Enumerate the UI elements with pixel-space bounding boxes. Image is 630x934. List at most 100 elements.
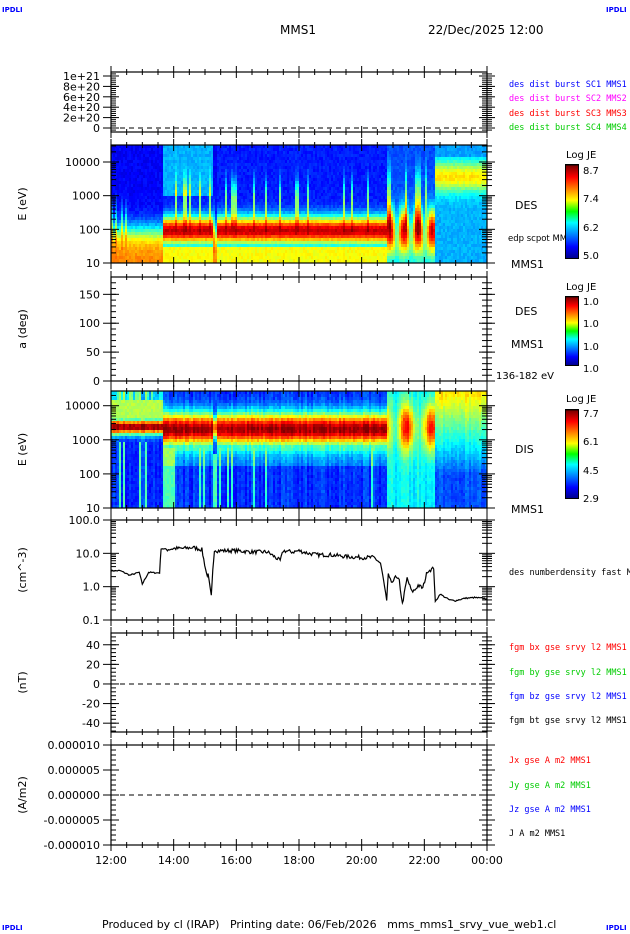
dis-colorbar-label: 6.1 (583, 437, 599, 448)
panel-frame (110, 71, 488, 133)
panel-density: 100.0 10.0 1.0 0.1 (cm^-3) des numberdensity … (16, 514, 630, 627)
footer-credits: Produced by cl (IRAP) Printing date: 06/… (102, 918, 557, 931)
y-tick-label: 0 (93, 678, 100, 691)
y-tick-label: 40 (86, 639, 100, 652)
pitch-colorbar-title: Log JE (566, 282, 597, 293)
y-tick-label: 20 (86, 658, 100, 671)
legend-label: Jx gse A m2 MMS1 (509, 756, 591, 766)
y-axis-label: E (eV) (16, 187, 29, 220)
y-tick-label: 0.000005 (48, 764, 101, 777)
legend-label: des dist burst SC3 MMS3 (509, 109, 627, 119)
y-tick-label: 6e+20 (63, 91, 100, 104)
y-tick-label: 10000 (65, 400, 100, 413)
spacecraft-label: MMS1 (511, 503, 544, 516)
des-colorbar-label: 8.7 (583, 166, 599, 177)
y-tick-label: 1000 (72, 434, 100, 447)
panel-pitch: 150 100 50 0 a (deg) DES MMS1 136-182 eV (16, 271, 554, 388)
y-tick-label: 100.0 (69, 514, 101, 527)
legend-label: fgm by gse srvy l2 MMS1 (509, 668, 627, 678)
y-tick-label: 0.000000 (48, 789, 101, 802)
plot-title-spacecraft: MMS1 (280, 23, 316, 37)
instrument-label: DIS (515, 443, 534, 456)
energy-range-label: 136-182 eV (496, 371, 554, 382)
legend-label: fgm bx gse srvy l2 MMS1 (509, 643, 627, 653)
time-tick-label: 16:00 (220, 854, 252, 867)
y-tick-label: 8e+20 (63, 80, 100, 93)
y-tick-label: 2e+20 (63, 112, 100, 125)
legend-label: fgm bt gse srvy l2 MMS1 (509, 716, 627, 726)
legend-label: Jz gse A m2 MMS1 (509, 805, 591, 815)
y-tick-label: 0.000010 (48, 739, 101, 752)
y-tick-label: -40 (82, 717, 100, 730)
time-tick-label: 12:00 (95, 854, 127, 867)
instrument-label: DES (515, 305, 537, 318)
y-tick-label: -20 (82, 698, 100, 711)
des-colorbar-label: 7.4 (583, 194, 599, 205)
y-tick-label: 10000 (65, 156, 100, 169)
legend-label: Jy gse A m2 MMS1 (509, 781, 591, 791)
des-colorbar-label: 6.2 (583, 223, 599, 234)
pitch-colorbar-label: 1.0 (583, 342, 599, 353)
time-tick-label: 14:00 (158, 854, 190, 867)
dis-colorbar-label: 7.7 (583, 409, 599, 420)
panel-frame (110, 144, 488, 264)
panel-frame (110, 276, 488, 382)
instrument-label: DES (515, 199, 537, 212)
corner-label-top-left: IPDLI (2, 6, 23, 14)
legend-label: des dist burst SC4 MMS4 (509, 123, 627, 133)
dis-colorbar-title: Log JE (566, 394, 597, 405)
des-energy-spectrogram (111, 145, 487, 263)
corner-label-bottom-left: IPDLI (2, 924, 23, 932)
density-series-line (110, 545, 488, 606)
y-tick-label: 50 (86, 346, 100, 359)
legend-label: fgm bz gse srvy l2 MMS1 (509, 692, 627, 702)
des-colorbar-title: Log JE (566, 150, 597, 161)
time-tick-label: 18:00 (283, 854, 315, 867)
legend-label: des numberdensity fast M (509, 568, 630, 578)
des-colorbar (565, 164, 579, 259)
legend-label: des dist burst SC2 MMS2 (509, 94, 627, 104)
panel-des: 10000 1000 100 10 E (eV) DES MMS1 edp scpot MMS… (16, 139, 578, 271)
y-tick-label: 4e+20 (63, 101, 100, 114)
pitch-colorbar-label: 1.0 (583, 297, 599, 308)
dis-energy-spectrogram (111, 391, 487, 508)
corner-label-bottom-right: IPDLI (606, 924, 627, 932)
y-tick-label: -0.000005 (44, 814, 100, 827)
y-tick-label: 10 (86, 502, 100, 515)
y-tick-label: 100 (79, 223, 100, 236)
y-tick-label: 10.0 (76, 547, 101, 560)
y-tick-label: 0 (93, 122, 100, 135)
dis-colorbar (565, 409, 579, 499)
y-axis-label: E (eV) (16, 433, 29, 466)
dis-colorbar-label: 2.9 (583, 494, 599, 505)
y-tick-label: -0.000010 (44, 839, 100, 852)
panel-frame (110, 632, 488, 733)
time-tick-label: 00:00 (471, 854, 503, 867)
y-tick-label: 1.0 (83, 581, 101, 594)
panel-dis: 10000 1000 100 10 E (eV) DIS MMS1 (16, 385, 544, 516)
y-axis-label: (nT) (16, 671, 29, 693)
spacecraft-label: MMS1 (511, 338, 544, 351)
time-tick-label: 20:00 (346, 854, 378, 867)
panel-bfield: 40 20 0 -20 -40 (nT) fgm bx gse srvy l2 MMS1 fg… (16, 627, 627, 738)
y-tick-label: 100 (79, 468, 100, 481)
y-tick-label: 10 (86, 257, 100, 270)
panel-frame (110, 390, 488, 509)
legend-label: J A m2 MMS1 (509, 829, 565, 839)
dis-colorbar-label: 4.5 (583, 466, 599, 477)
legend-label: des dist burst SC1 MMS1 (509, 80, 627, 90)
des-colorbar-label: 5.0 (583, 251, 599, 262)
pitch-colorbar (565, 296, 579, 366)
y-tick-label: 1000 (72, 190, 100, 203)
y-tick-label: 100 (79, 317, 100, 330)
corner-label-top-right: IPDLI (606, 6, 627, 14)
overlay-label: edp scpot MMS1 (508, 234, 578, 244)
y-axis-label: (cm^-3) (16, 547, 29, 593)
y-axis-label: a (deg) (16, 309, 29, 349)
y-axis-label: (A/m2) (16, 776, 29, 814)
pitch-colorbar-label: 1.0 (583, 364, 599, 375)
y-tick-label: 150 (79, 288, 100, 301)
panel-current: 0.000010 0.000005 0.000000 -0.000005 -0.0000… (16, 739, 591, 852)
spacecraft-label: MMS1 (511, 258, 544, 271)
